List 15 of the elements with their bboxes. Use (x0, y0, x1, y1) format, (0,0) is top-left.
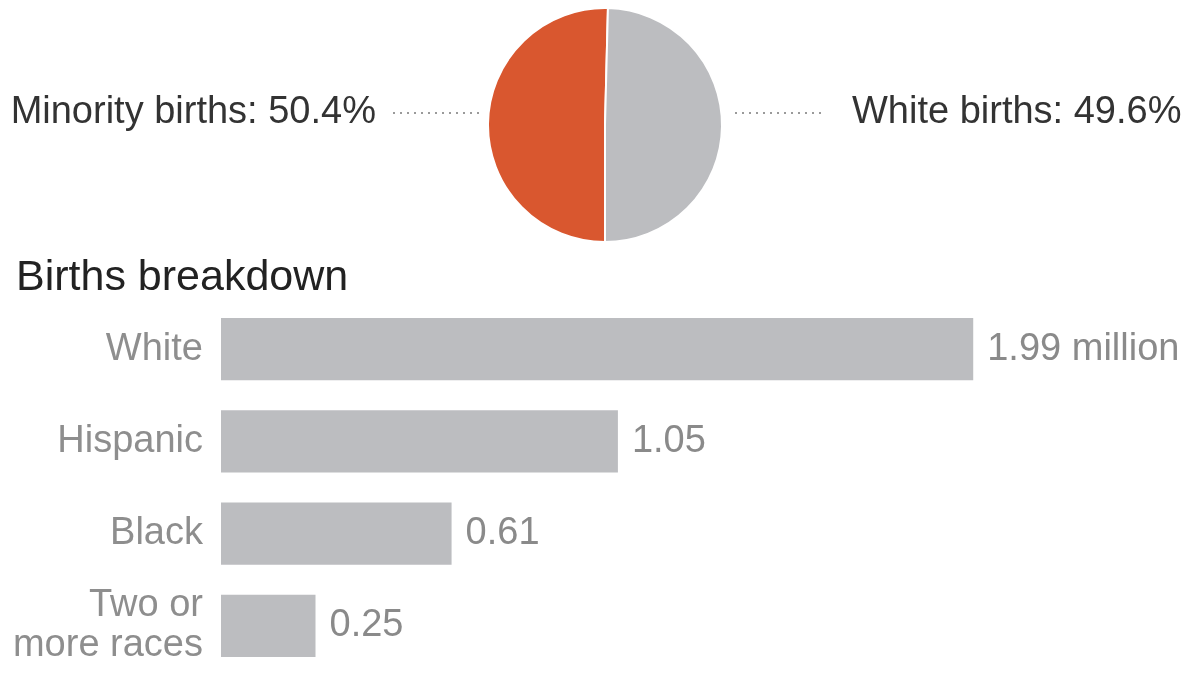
y-tick-label: Hispanic (57, 417, 203, 460)
y-tick-label: Black (110, 510, 204, 553)
slice-label: White births: 49.6% (852, 89, 1182, 132)
bar (221, 410, 618, 473)
bar (221, 317, 974, 381)
slice-label: Minority births: 50.4% (10, 89, 376, 132)
data-label: 1.05 (631, 417, 706, 460)
data-label: 0.61 (465, 510, 540, 553)
chart-title: Births breakdown (16, 251, 349, 299)
bar (221, 502, 452, 565)
bar (221, 594, 316, 658)
data-label: 0.25 (329, 602, 404, 645)
y-tick-label: White (105, 325, 203, 368)
y-tick-label: Two or more races (12, 582, 204, 665)
data-label: 1.99 million (987, 325, 1180, 368)
